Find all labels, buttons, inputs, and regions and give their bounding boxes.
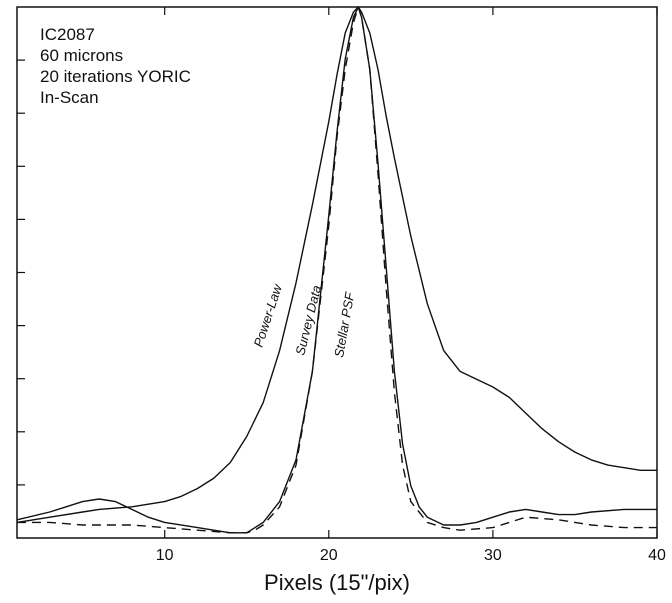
series-label-survey-data: Survey Data	[292, 284, 324, 357]
info-line-4: In-Scan	[40, 88, 99, 107]
x-tick-label-3: 40	[648, 547, 666, 564]
info-line-2: 60 microns	[40, 46, 123, 65]
x-axis-title: Pixels (15"/pix)	[264, 570, 410, 595]
x-tick-label-1: 20	[320, 547, 338, 564]
x-tick-label-2: 30	[484, 547, 502, 564]
info-line-1: IC2087	[40, 25, 95, 44]
series-label-stellar-psf: Stellar PSF	[331, 290, 357, 358]
series-label-power-law: Power-Law	[251, 281, 286, 349]
info-line-3: 20 iterations YORIC	[40, 67, 191, 86]
series-line-stellar-psf	[17, 6, 657, 534]
plot-frame	[16, 6, 658, 539]
x-tick-label-0: 10	[156, 547, 174, 564]
series-line-power-law	[16, 6, 657, 524]
